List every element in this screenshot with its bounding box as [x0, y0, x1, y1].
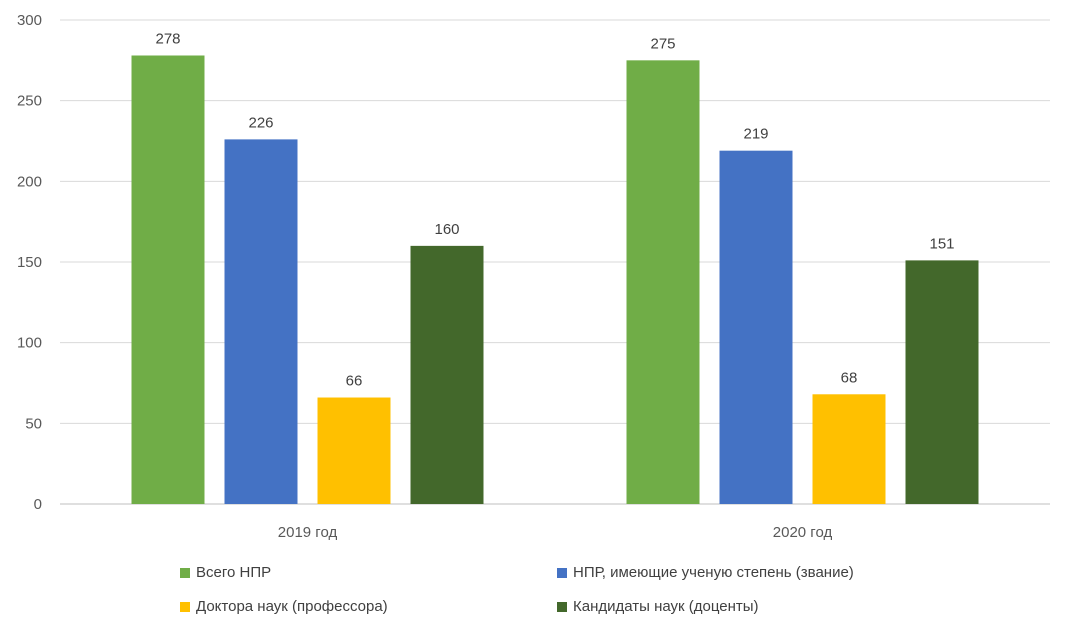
- legend-swatch-candidates: [557, 601, 567, 612]
- y-tick-label-100: 100: [17, 335, 42, 352]
- legend-item-doctors: Доктора наук (профессора): [180, 598, 388, 615]
- legend-item-candidates: Кандидаты наук (доценты): [557, 598, 759, 615]
- y-tick-label-0: 0: [34, 496, 42, 513]
- y-tick-label-300: 300: [17, 12, 42, 29]
- y-tick-label-200: 200: [17, 173, 42, 190]
- legend-swatch-with-degree: [557, 567, 567, 578]
- data-label-series-0-cat-0: 278: [155, 30, 180, 47]
- y-tick-label-50: 50: [25, 415, 42, 432]
- bar-series-0-cat-1: [626, 60, 700, 504]
- y-tick-label-150: 150: [17, 254, 42, 271]
- data-label-series-2-cat-1: 68: [841, 369, 858, 386]
- legend-swatch-total: [180, 567, 190, 578]
- data-label-series-1-cat-1: 219: [743, 126, 768, 143]
- bar-series-1-cat-0: [224, 139, 298, 505]
- legend-swatch-doctors: [180, 601, 190, 612]
- y-tick-label-250: 250: [17, 93, 42, 110]
- legend-item-with-degree: НПР, имеющие ученую степень (звание): [557, 564, 854, 581]
- legend-label-candidates: Кандидаты наук (доценты): [573, 598, 759, 615]
- data-label-series-3-cat-0: 160: [434, 221, 459, 238]
- bar-series-0-cat-0: [131, 55, 205, 504]
- legend: Всего НПР НПР, имеющие ученую степень (з…: [0, 558, 1068, 618]
- bar-series-3-cat-1: [905, 260, 979, 504]
- legend-item-total: Всего НПР: [180, 564, 271, 581]
- legend-label-doctors: Доктора наук (профессора): [196, 598, 388, 615]
- data-label-series-1-cat-0: 226: [248, 114, 273, 131]
- data-label-series-0-cat-1: 275: [650, 35, 675, 52]
- bar-series-3-cat-0: [410, 245, 484, 504]
- data-label-series-2-cat-0: 66: [346, 373, 363, 390]
- bar-series-2-cat-0: [317, 397, 391, 504]
- bar-chart-plot: 0 50 100 150 200 250 300 278 226 66 160 2019 год 275…: [17, 12, 1050, 541]
- bar-series-1-cat-1: [719, 150, 793, 504]
- data-label-series-3-cat-1: 151: [929, 235, 954, 252]
- x-category-label-1: 2020 год: [773, 524, 833, 541]
- legend-label-with-degree: НПР, имеющие ученую степень (звание): [573, 564, 854, 581]
- bar-series-2-cat-1: [812, 394, 886, 504]
- legend-label-total: Всего НПР: [196, 564, 272, 581]
- x-category-label-0: 2019 год: [278, 524, 338, 541]
